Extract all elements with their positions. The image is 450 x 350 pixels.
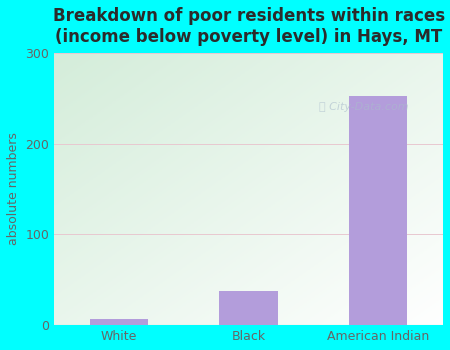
Bar bbox=[220, 291, 278, 325]
Bar bbox=[90, 319, 148, 325]
Title: Breakdown of poor residents within races
(income below poverty level) in Hays, M: Breakdown of poor residents within races… bbox=[53, 7, 445, 46]
Bar bbox=[349, 97, 407, 325]
Y-axis label: absolute numbers: absolute numbers bbox=[7, 133, 20, 245]
Text: ⓘ City-Data.com: ⓘ City-Data.com bbox=[319, 102, 408, 112]
